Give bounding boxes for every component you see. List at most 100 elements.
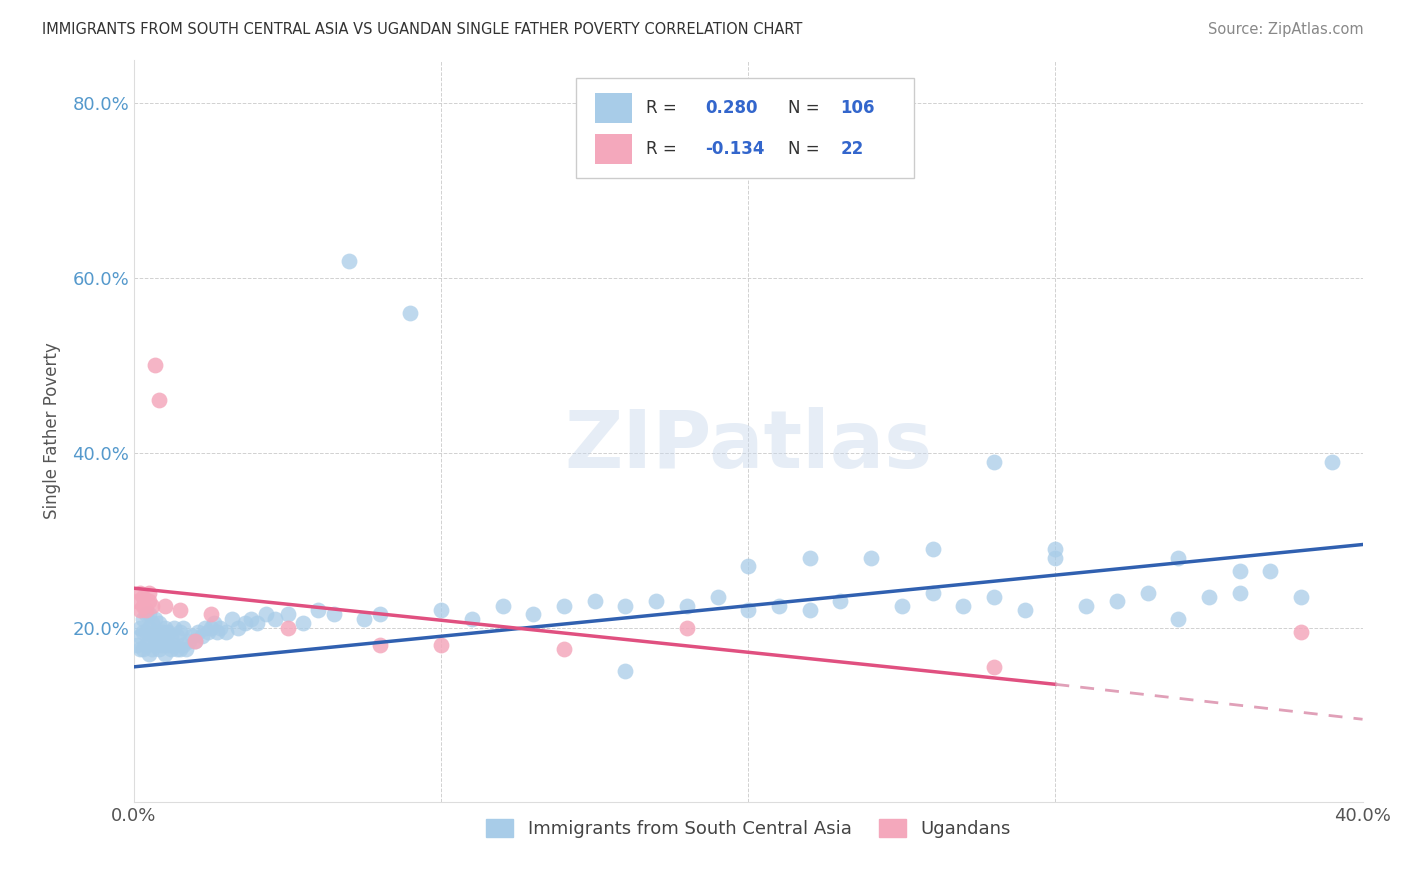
Point	[1167, 612, 1189, 626]
Point	[322, 607, 344, 622]
Point	[141, 616, 163, 631]
Point	[184, 633, 207, 648]
Point	[860, 550, 883, 565]
Text: N =: N =	[787, 99, 820, 117]
Point	[163, 638, 186, 652]
Point	[200, 607, 222, 622]
Point	[145, 359, 167, 373]
Point	[368, 607, 391, 622]
Point	[368, 638, 391, 652]
Point	[1289, 624, 1312, 639]
Point	[145, 612, 167, 626]
Point	[200, 621, 222, 635]
Point	[159, 642, 181, 657]
Point	[153, 633, 176, 648]
Point	[645, 594, 668, 608]
Text: ZIPatlas: ZIPatlas	[564, 407, 932, 484]
Point	[830, 594, 852, 608]
Point	[148, 629, 170, 643]
Point	[1045, 541, 1067, 556]
Point	[921, 585, 943, 599]
Y-axis label: Single Father Poverty: Single Father Poverty	[44, 343, 60, 519]
Point	[132, 612, 155, 626]
Point	[150, 624, 173, 639]
Legend: Immigrants from South Central Asia, Ugandans: Immigrants from South Central Asia, Ugan…	[479, 812, 1018, 846]
Point	[399, 306, 422, 320]
Point	[132, 590, 155, 604]
Point	[1074, 599, 1097, 613]
Point	[166, 642, 188, 657]
Text: R =: R =	[647, 99, 678, 117]
Point	[205, 624, 228, 639]
Point	[1320, 454, 1343, 468]
Point	[163, 621, 186, 635]
Point	[141, 642, 163, 657]
Point	[153, 621, 176, 635]
Point	[706, 590, 728, 604]
Point	[921, 541, 943, 556]
Point	[132, 642, 155, 657]
Point	[138, 607, 160, 622]
Bar	[595, 93, 631, 123]
Text: N =: N =	[787, 140, 820, 158]
Point	[135, 624, 157, 639]
Point	[145, 624, 167, 639]
Point	[353, 612, 375, 626]
Point	[553, 599, 575, 613]
Point	[1105, 594, 1128, 608]
Point	[169, 603, 191, 617]
Point	[233, 616, 256, 631]
Point	[254, 607, 277, 622]
Point	[132, 599, 155, 613]
Text: 0.280: 0.280	[706, 99, 758, 117]
Point	[239, 612, 262, 626]
Point	[172, 638, 194, 652]
Point	[430, 638, 453, 652]
Point	[583, 594, 606, 608]
Text: 22: 22	[841, 140, 863, 158]
FancyBboxPatch shape	[576, 78, 914, 178]
Point	[215, 624, 238, 639]
Point	[138, 633, 160, 648]
Text: IMMIGRANTS FROM SOUTH CENTRAL ASIA VS UGANDAN SINGLE FATHER POVERTY CORRELATION : IMMIGRANTS FROM SOUTH CENTRAL ASIA VS UG…	[42, 22, 803, 37]
Point	[125, 638, 148, 652]
Point	[983, 660, 1005, 674]
Point	[208, 621, 231, 635]
Point	[491, 599, 513, 613]
Point	[1045, 550, 1067, 565]
Point	[153, 599, 176, 613]
Point	[264, 612, 287, 626]
Point	[150, 638, 173, 652]
Point	[1136, 585, 1159, 599]
Point	[145, 638, 167, 652]
Point	[307, 603, 329, 617]
Bar	[595, 134, 631, 163]
Point	[983, 454, 1005, 468]
Point	[135, 638, 157, 652]
Point	[156, 624, 179, 639]
Point	[166, 629, 188, 643]
Text: Source: ZipAtlas.com: Source: ZipAtlas.com	[1208, 22, 1364, 37]
Point	[221, 612, 243, 626]
Point	[138, 621, 160, 635]
Point	[1229, 585, 1251, 599]
Point	[156, 638, 179, 652]
Point	[138, 585, 160, 599]
Point	[138, 647, 160, 661]
Point	[1260, 564, 1282, 578]
Point	[148, 616, 170, 631]
Point	[983, 590, 1005, 604]
Point	[799, 550, 821, 565]
Point	[676, 599, 699, 613]
Point	[737, 603, 759, 617]
Point	[461, 612, 484, 626]
Point	[181, 629, 204, 643]
Point	[1198, 590, 1220, 604]
Point	[202, 616, 225, 631]
Point	[197, 624, 219, 639]
Point	[194, 621, 217, 635]
Point	[135, 603, 157, 617]
Point	[129, 585, 152, 599]
Point	[187, 624, 209, 639]
Point	[430, 603, 453, 617]
